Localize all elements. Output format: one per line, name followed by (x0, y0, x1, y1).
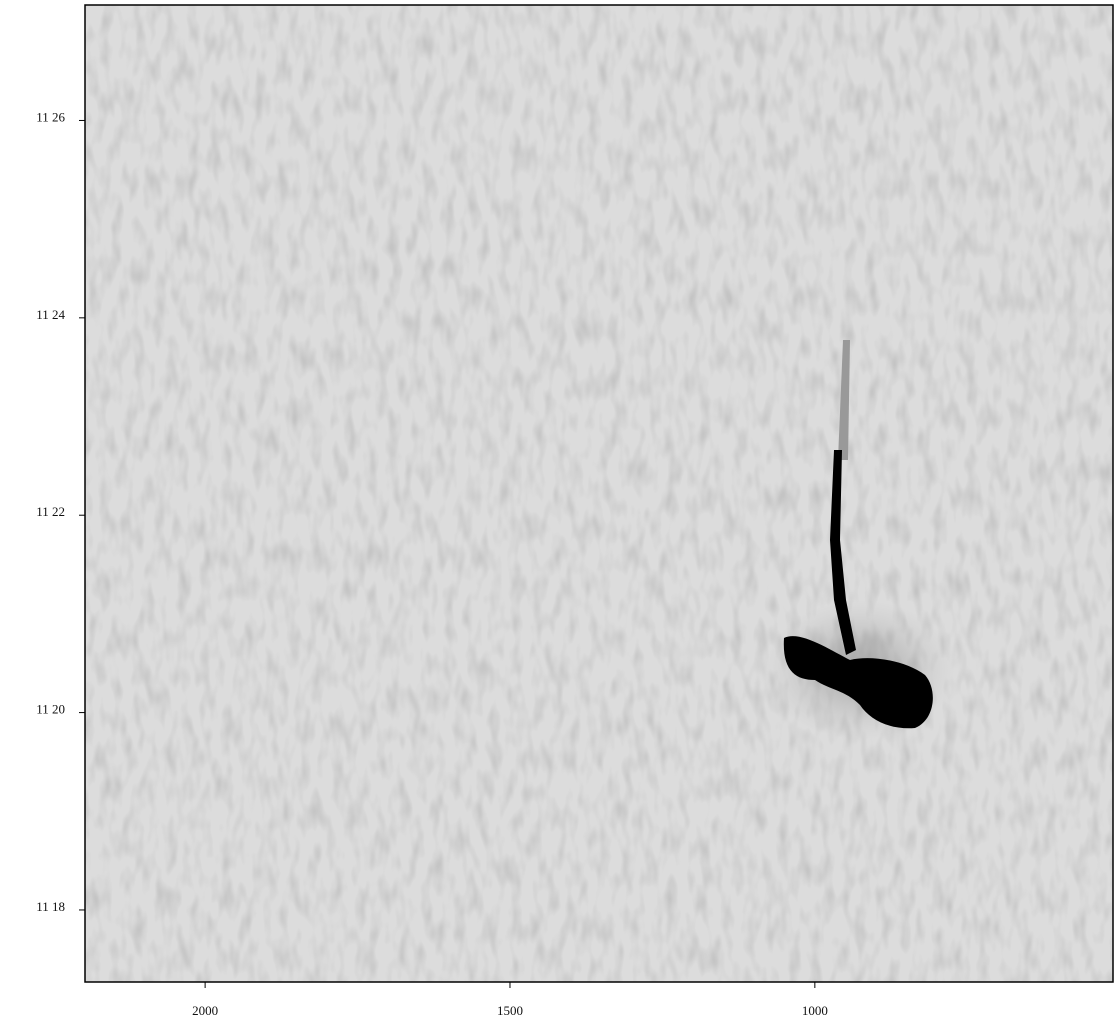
plot-image (85, 5, 1113, 982)
y-tick-label: 11 18 (36, 899, 65, 914)
y-tick-label: 11 24 (36, 307, 65, 322)
y-tick-label: 11 22 (36, 504, 65, 519)
x-tick-label: 1000 (802, 1003, 828, 1018)
y-tick-label: 11 20 (36, 702, 65, 717)
plot-frame (84, 4, 1114, 983)
x-tick-label: 1500 (497, 1003, 523, 1018)
x-tick-label: 2000 (192, 1003, 218, 1018)
y-tick-label: 11 26 (36, 109, 65, 124)
